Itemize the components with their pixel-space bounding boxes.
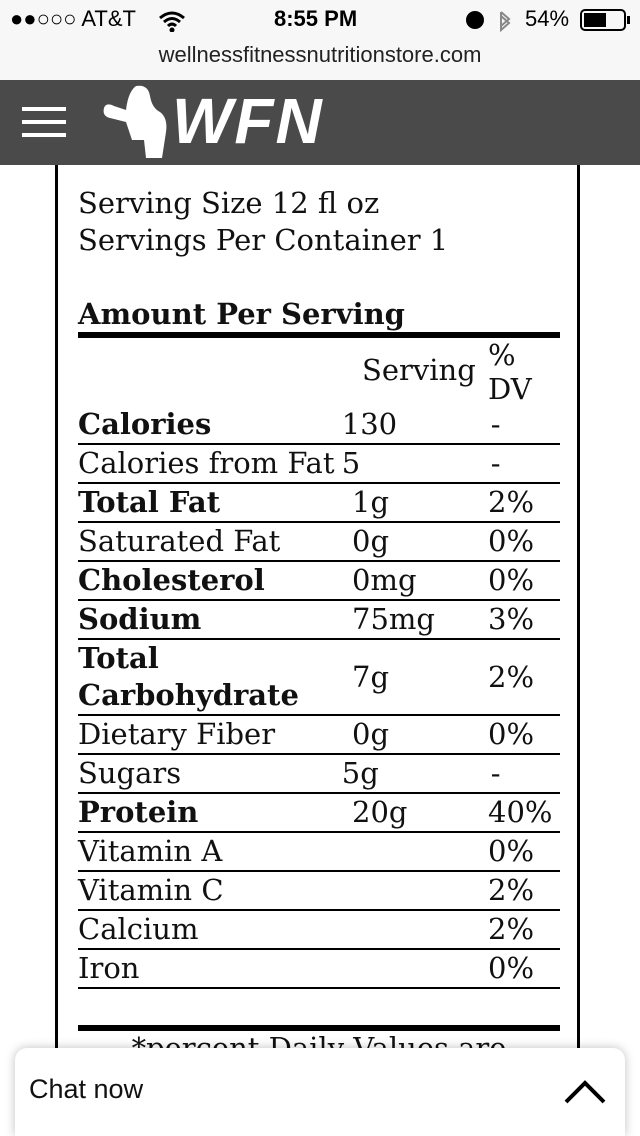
serving-amount: 0g [352, 524, 390, 558]
nutrient-row: Saturated Fat 0g 0% [78, 523, 560, 562]
daily-value: 0% [488, 563, 535, 597]
column-headers: Serving % DV [78, 338, 560, 406]
label-content: Serving Size 12 fl oz Servings Per Conta… [78, 185, 560, 1065]
column-header: Serving [362, 353, 476, 387]
daily-value: 0% [488, 951, 535, 985]
daily-value: 2% [488, 659, 535, 694]
expand-chevron[interactable] [563, 1078, 607, 1106]
nutrient-row: Protein 20g 40% [78, 794, 560, 833]
nutrient-name: Protein [78, 795, 199, 829]
nutrient-name: Vitamin C [78, 873, 224, 907]
serving-amount: 0mg [352, 563, 417, 597]
daily-value: - [490, 756, 501, 790]
nutrient-row: Sodium 75mg 3% [78, 601, 560, 640]
nutrient-name: Calcium [78, 912, 199, 946]
nutrient-name: Vitamin A [78, 834, 223, 868]
nutrient-row: Calcium 2% [78, 911, 560, 950]
daily-value: 0% [488, 524, 535, 558]
serving-amount: 1g [352, 485, 390, 519]
menu-button[interactable] [22, 107, 66, 137]
serving-amount: 5g [341, 756, 379, 790]
nutrient-name: Sugars [78, 756, 182, 790]
carrier: ●●○○○ AT&T [10, 6, 136, 31]
serving-amount: 75mg [352, 602, 435, 636]
nutrient-name: Iron [78, 951, 140, 985]
nutrient-name: Calories from Fat [78, 446, 335, 480]
nutrient-name: Dietary Fiber [78, 717, 276, 751]
nutrient-name: Cholesterol [78, 563, 265, 597]
daily-value: 0% [488, 834, 535, 868]
nutrient-name: Total Fat [78, 485, 221, 519]
serving-amount: 0g [352, 717, 390, 751]
daily-value: - [490, 407, 501, 441]
nutrient-row: Iron 0% [78, 950, 560, 989]
chat-label[interactable]: Chat now [29, 1074, 144, 1104]
nutrient-name: Total Carbohydrate [78, 641, 299, 712]
site-header [0, 80, 640, 165]
nutrient-name: Sodium [78, 602, 202, 636]
nutrient-row: Total Fat 1g 2% [78, 484, 560, 523]
nutrient-rows: Calories 130 - Calories from Fat 5 - Total Fat… [78, 406, 560, 989]
daily-value: 2% [488, 873, 535, 907]
nutrient-row: Calories from Fat 5 - [78, 445, 560, 484]
battery-level: 54% [525, 6, 570, 31]
nutrient-row: Cholesterol 0mg 0% [78, 562, 560, 601]
url[interactable]: wellnessfitnessnutritionstore.com [158, 42, 482, 67]
logo-figure [103, 85, 167, 158]
daily-value: 3% [488, 602, 535, 636]
nutrient-name: Saturated Fat [78, 524, 281, 558]
column-header: % DV [488, 338, 532, 406]
nutrient-row: Total Carbohydrate 7g 2% [78, 640, 560, 716]
wifi-icon [159, 11, 185, 32]
amount-heading: Amount Per Serving [78, 296, 560, 338]
nutrition-label: Serving Size 12 fl oz Servings Per Conta… [55, 165, 580, 1136]
serving-size: Serving Size 12 fl oz [78, 186, 380, 220]
status-icons [466, 11, 511, 33]
nutrient-row: Dietary Fiber 0g 0% [78, 716, 560, 755]
spacer [78, 338, 352, 406]
nutrient-row: Calories 130 - [78, 406, 560, 445]
daily-value: 2% [488, 912, 535, 946]
daily-value: - [490, 446, 501, 480]
serving-amount: 7g [352, 659, 390, 694]
nutrient-row: Sugars 5g - [78, 755, 560, 794]
servings-per-container: Servings Per Container 1 [78, 223, 449, 257]
battery-icon [580, 9, 630, 31]
serving-amount: 130 [341, 407, 398, 441]
clock: 8:55 PM [274, 6, 358, 31]
nutrient-row: Vitamin A 0% [78, 833, 560, 872]
status-bar: ●●○○○ AT&T 8:55 PM 54% [0, 0, 640, 80]
serving-amount: 5 [341, 446, 361, 480]
daily-value: 0% [488, 717, 535, 751]
nutrient-row: Vitamin C 2% [78, 872, 560, 911]
daily-value: 2% [488, 485, 535, 519]
nutrient-name: Calories [78, 407, 212, 441]
logo[interactable]: WFN [172, 85, 324, 157]
daily-value: 40% [488, 795, 553, 829]
serving-amount: 20g [352, 795, 408, 829]
chat-widget[interactable]: Chat now [15, 1048, 625, 1136]
